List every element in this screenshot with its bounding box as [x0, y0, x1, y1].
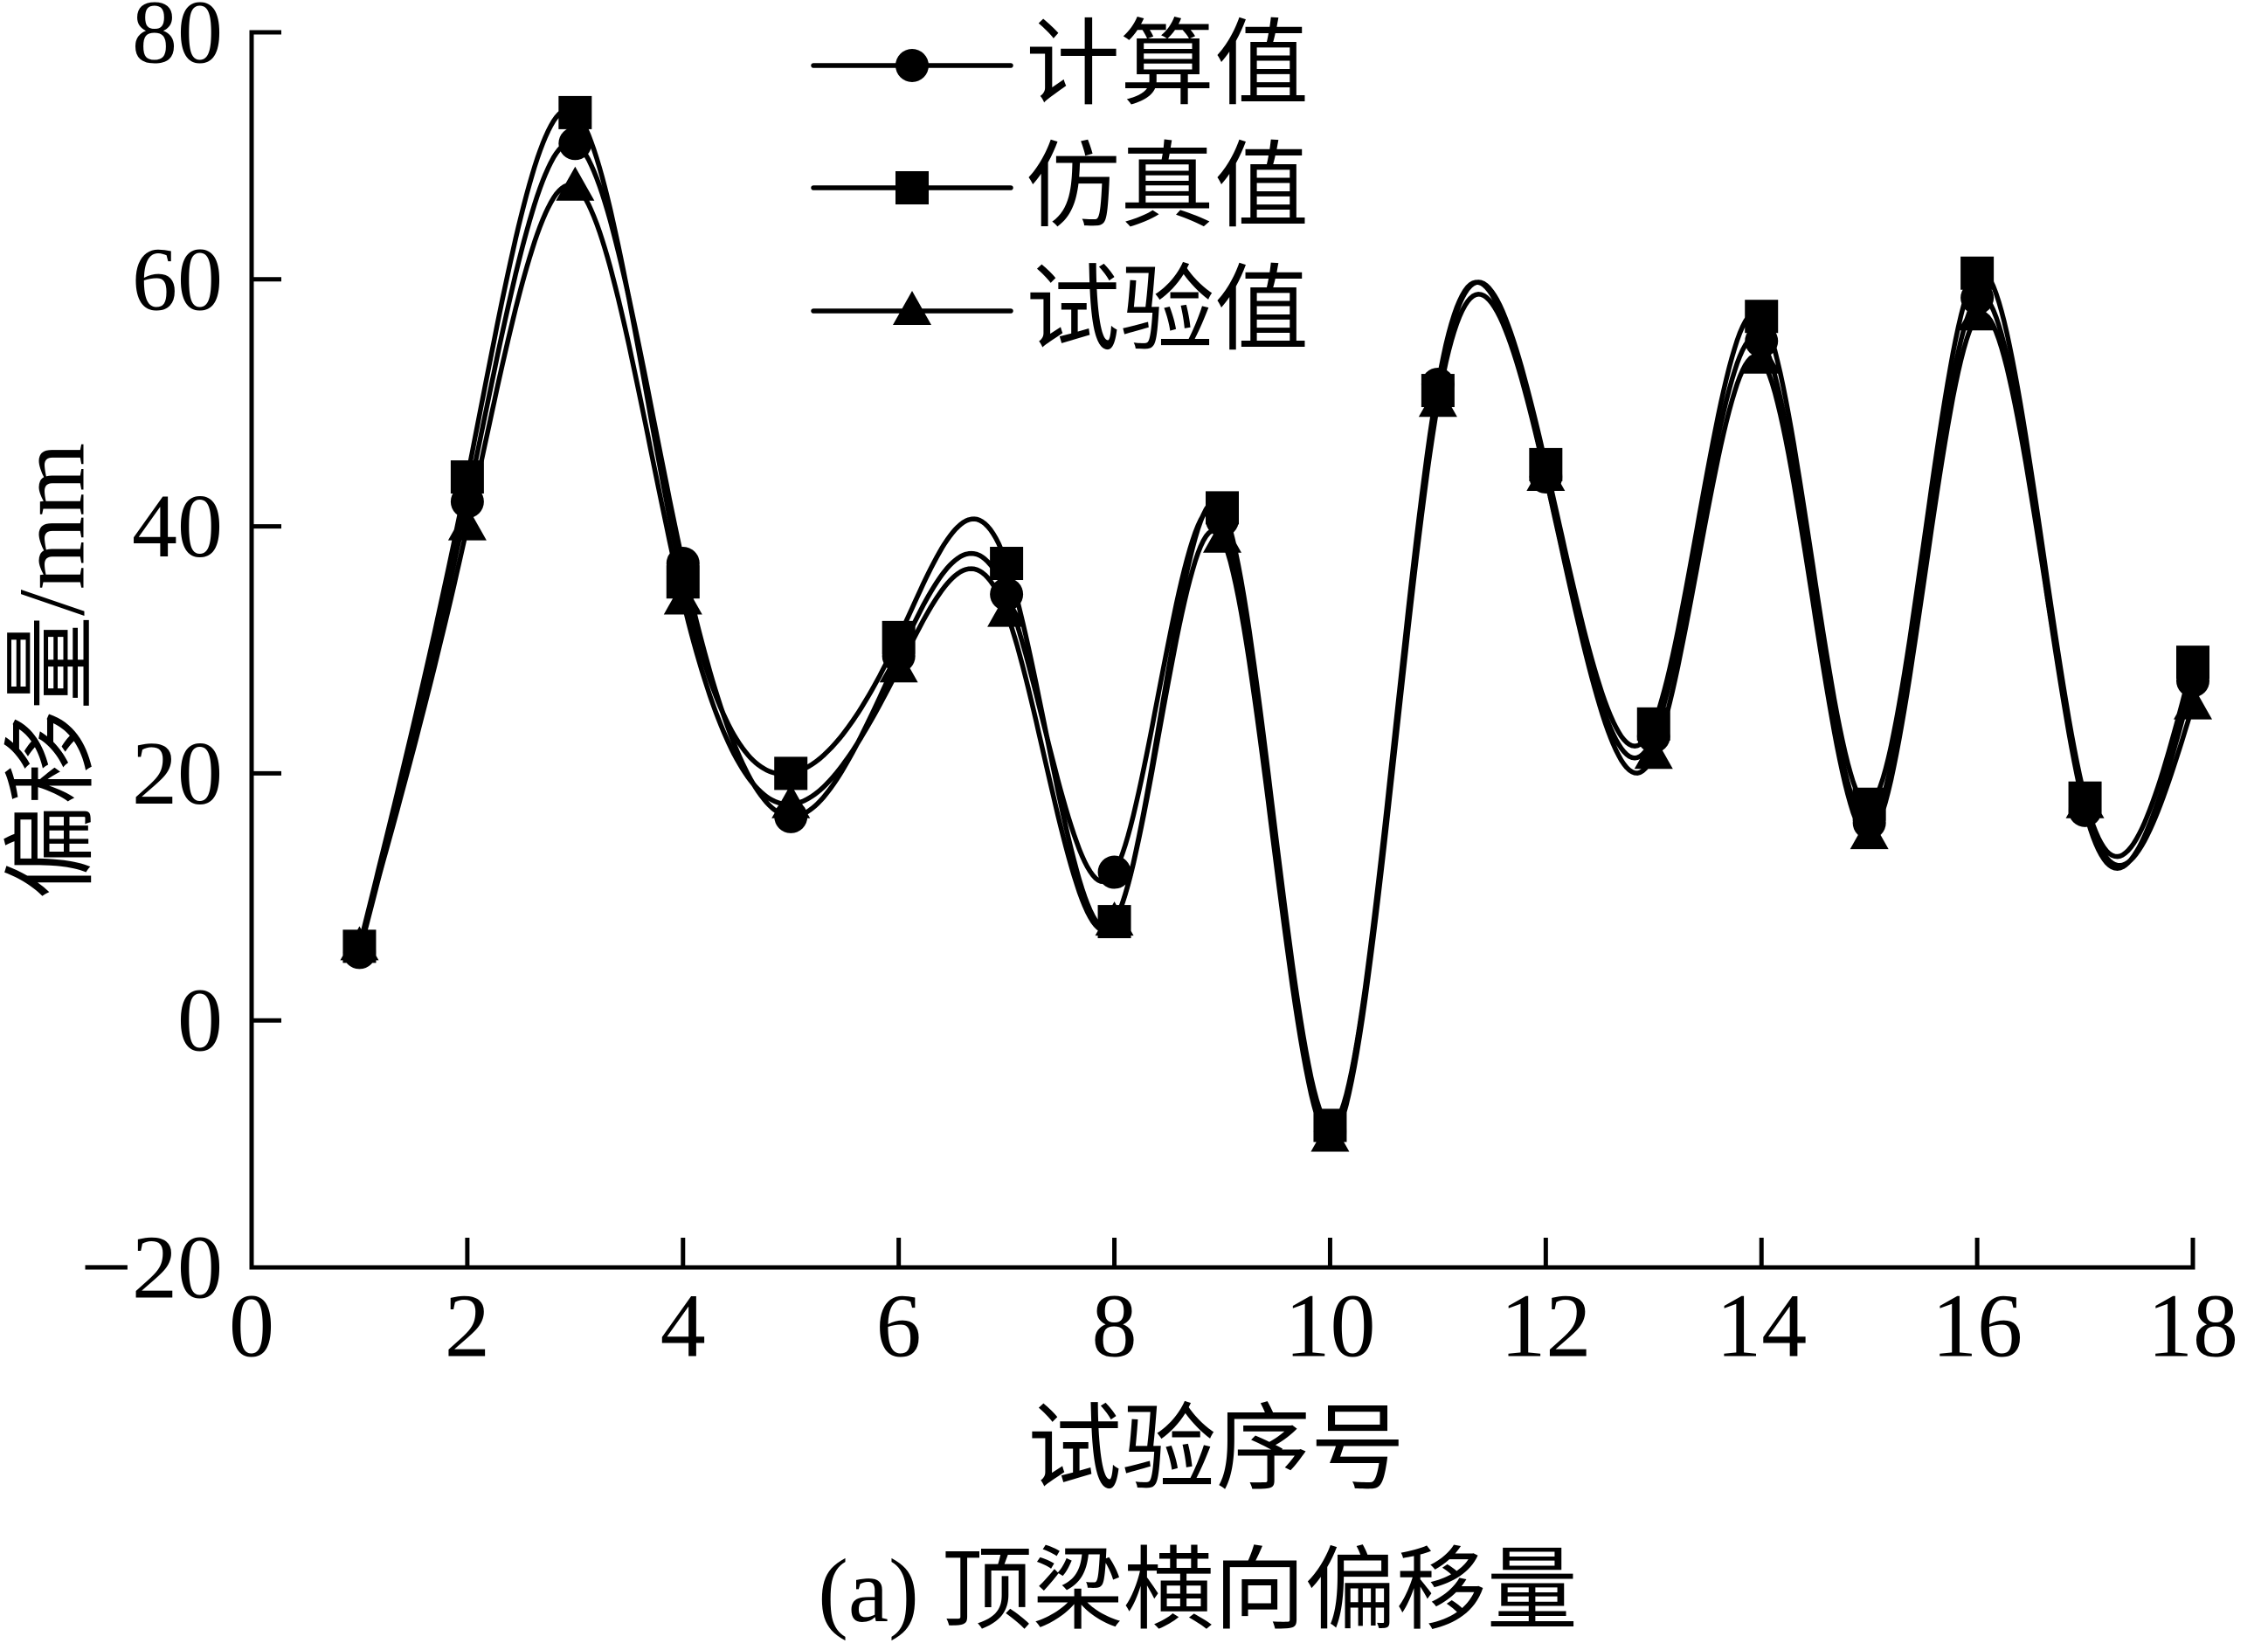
legend-circle-marker-icon: [895, 49, 929, 82]
test-value-point: [1742, 339, 1781, 374]
test-value-point: [447, 506, 487, 541]
x-tick-label: 12: [1500, 1276, 1591, 1377]
y-tick-label: 80: [132, 0, 223, 83]
test-value-line: [356, 183, 2195, 1141]
simulated-value-point: [2176, 646, 2209, 680]
legend-item-test-value: 试验值: [811, 259, 1309, 363]
test-value-point: [1850, 815, 1889, 850]
computed-value-point: [1097, 855, 1131, 889]
test-value-point: [1526, 457, 1566, 492]
test-value-point: [771, 784, 811, 818]
x-tick-label: 2: [445, 1276, 490, 1377]
x-tick-label: 10: [1284, 1276, 1375, 1377]
test-value-point: [1958, 296, 1997, 331]
x-tick-label: 4: [660, 1276, 706, 1377]
y-axis-label: 偏移量/mm: [1, 443, 105, 899]
x-axis-label: 试验序号: [1027, 1398, 1405, 1502]
test-value-point: [2065, 784, 2105, 818]
simulated-value-line: [356, 107, 2195, 1129]
test-value-point: [1095, 901, 1134, 936]
legend-label: 计算值: [1026, 14, 1309, 118]
test-value-point: [1203, 518, 1241, 553]
test-value-point: [879, 648, 918, 683]
legend-item-computed-value: 计算值: [811, 14, 1309, 118]
test-value-point: [1418, 383, 1457, 418]
x-tick-label: 6: [876, 1276, 922, 1377]
y-tick-label: 60: [132, 229, 223, 329]
test-value-point: [1634, 735, 1673, 770]
axis-ticks: [249, 30, 2195, 1270]
series-markers: [340, 95, 2212, 1152]
figure-caption: (a) 顶梁横向偏移量: [818, 1541, 1577, 1641]
legend-square-marker-icon: [895, 171, 929, 204]
simulated-value-point: [558, 95, 592, 129]
y-tick-label: 20: [132, 723, 223, 824]
x-tick-label: 0: [229, 1276, 274, 1377]
simulated-value-point: [1745, 300, 1779, 334]
y-tick-label: 0: [177, 970, 223, 1071]
x-tick-label: 18: [2147, 1276, 2238, 1377]
x-tick-label: 16: [1932, 1276, 2023, 1377]
test-value-point: [987, 592, 1027, 627]
axes: [249, 30, 2195, 1270]
test-value-point: [340, 926, 379, 961]
x-tick-label: 14: [1716, 1276, 1807, 1377]
simulated-value-point: [990, 547, 1024, 581]
simulated-value-point: [450, 460, 484, 494]
test-value-point: [663, 580, 702, 615]
legend-item-simulated-value: 仿真值: [811, 136, 1309, 240]
computed-value-point: [558, 127, 592, 161]
test-value-point: [556, 166, 595, 201]
legend-label: 试验值: [1026, 259, 1309, 363]
x-tick-label: 8: [1092, 1276, 1137, 1377]
test-value-point: [2174, 685, 2212, 720]
legend: 计算值 仿真值 试验值: [811, 14, 1309, 363]
y-tick-label: 40: [132, 476, 223, 576]
test-value-point: [1310, 1117, 1350, 1152]
series-curves: [356, 107, 2195, 1141]
simulated-value-point: [1960, 256, 1995, 290]
y-tick-label: −20: [80, 1218, 223, 1318]
legend-label: 仿真值: [1026, 136, 1309, 240]
legend-triangle-marker-icon: [893, 291, 931, 325]
